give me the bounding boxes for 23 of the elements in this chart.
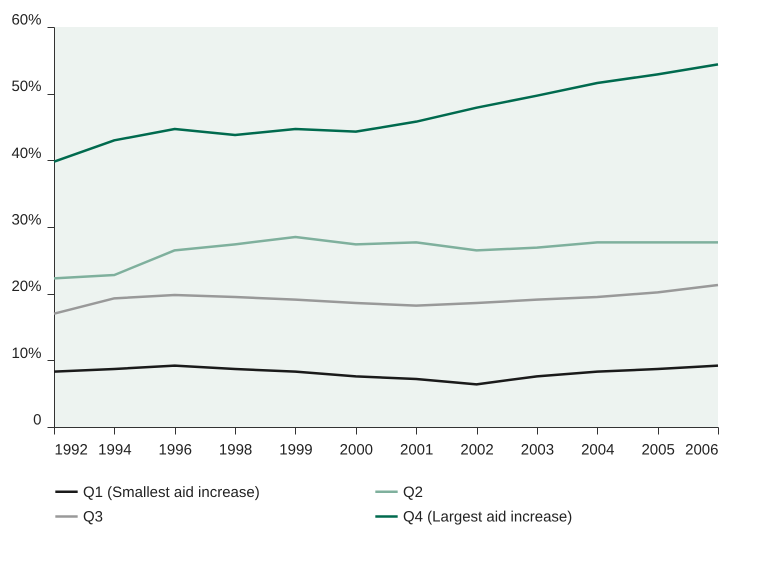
x-tick-label: 2005 (641, 442, 675, 458)
y-tick-label: 60% (11, 12, 42, 28)
legend-label: Q2 (403, 484, 424, 501)
x-tick-label: 2006 (685, 442, 718, 458)
y-tick-label: 20% (11, 278, 42, 296)
y-tick-label: 50% (11, 78, 42, 96)
x-tick-label: 1996 (158, 442, 192, 458)
y-tick-label: 40% (11, 144, 42, 162)
legend-label: Q4 (Largest aid increase) (403, 508, 572, 526)
x-tick-label: 1994 (98, 442, 132, 458)
legend-label: Q3 (83, 508, 104, 526)
x-tick-label: 2002 (460, 442, 494, 458)
x-tick-label: 1999 (279, 442, 313, 458)
x-tick-label: 2001 (400, 442, 434, 458)
y-tick-label: 10% (11, 344, 42, 362)
x-tick-label: 1992 (54, 442, 88, 458)
y-tick-label: 0 (33, 412, 42, 428)
x-tick-label: 2004 (581, 442, 614, 458)
legend-label: Q1 (Smallest aid increase) (83, 484, 260, 501)
x-tick-label: 2003 (520, 442, 554, 458)
x-tick-label: 1998 (218, 442, 252, 458)
y-tick-label: 30% (11, 212, 42, 228)
x-tick-label: 2000 (340, 442, 374, 458)
